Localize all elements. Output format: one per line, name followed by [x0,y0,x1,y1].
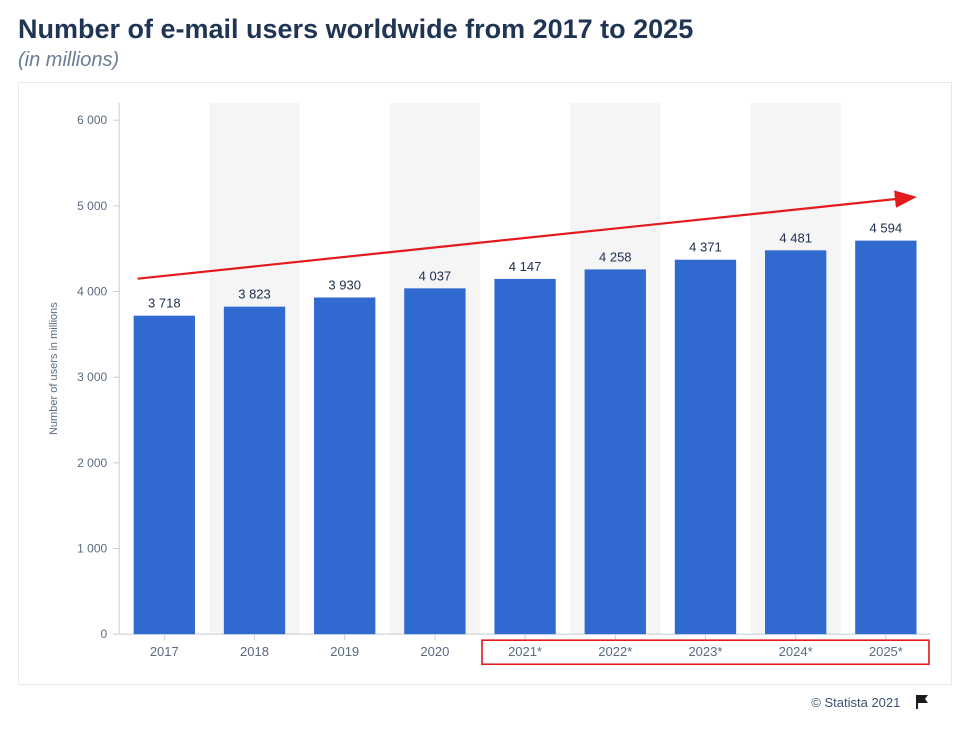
chart-container: 0 1 000 2 000 3 000 4 000 5 000 6 000 Number of… [18,82,952,685]
bar [765,250,826,634]
bar-value-label: 3 823 [238,287,271,302]
chart-subtitle: (in millions) [18,49,952,72]
bar-value-label: 4 037 [419,268,452,283]
bar-value-label: 3 718 [148,296,181,311]
bar-value-label: 4 594 [870,221,903,236]
x-tick-label: 2022* [598,644,632,659]
y-tick-label: 6 000 [77,113,107,127]
bar-value-label: 4 147 [509,259,542,274]
y-tick-label: 4 000 [77,285,107,299]
x-tick-label: 2018 [240,644,269,659]
chart-footer: © Statista 2021 [18,685,952,712]
y-tick-label: 0 [101,627,108,641]
y-axis-label: Number of users in millions [48,302,60,435]
bar [314,298,375,635]
y-tick-label: 1 000 [77,542,107,556]
bar-value-label: 3 930 [328,277,361,292]
x-tick-label: 2017 [150,644,179,659]
bar-value-label: 4 481 [779,230,812,245]
x-tick-label: 2025* [869,644,903,659]
bar [675,260,736,634]
bar-value-label: 4 258 [599,249,632,264]
bar [855,241,916,635]
x-tick-label: 2024* [779,644,813,659]
chart-title: Number of e-mail users worldwide from 20… [18,14,952,45]
y-tick-label: 2 000 [77,456,107,470]
bar-chart: 0 1 000 2 000 3 000 4 000 5 000 6 000 Number of… [19,83,951,684]
x-tick-label: 2019 [330,644,359,659]
x-tick-label: 2021* [508,644,542,659]
bar-value-label: 4 371 [689,240,722,255]
bar [404,288,465,634]
bar [134,316,195,635]
bar [585,269,646,634]
bar [224,307,285,635]
y-tick-label: 5 000 [77,199,107,213]
flag-icon[interactable] [914,695,932,712]
bar [494,279,555,634]
x-tick-label: 2020 [420,644,449,659]
y-tick-label: 3 000 [77,370,107,384]
copyright-text: © Statista 2021 [811,695,900,710]
x-tick-label: 2023* [688,644,722,659]
